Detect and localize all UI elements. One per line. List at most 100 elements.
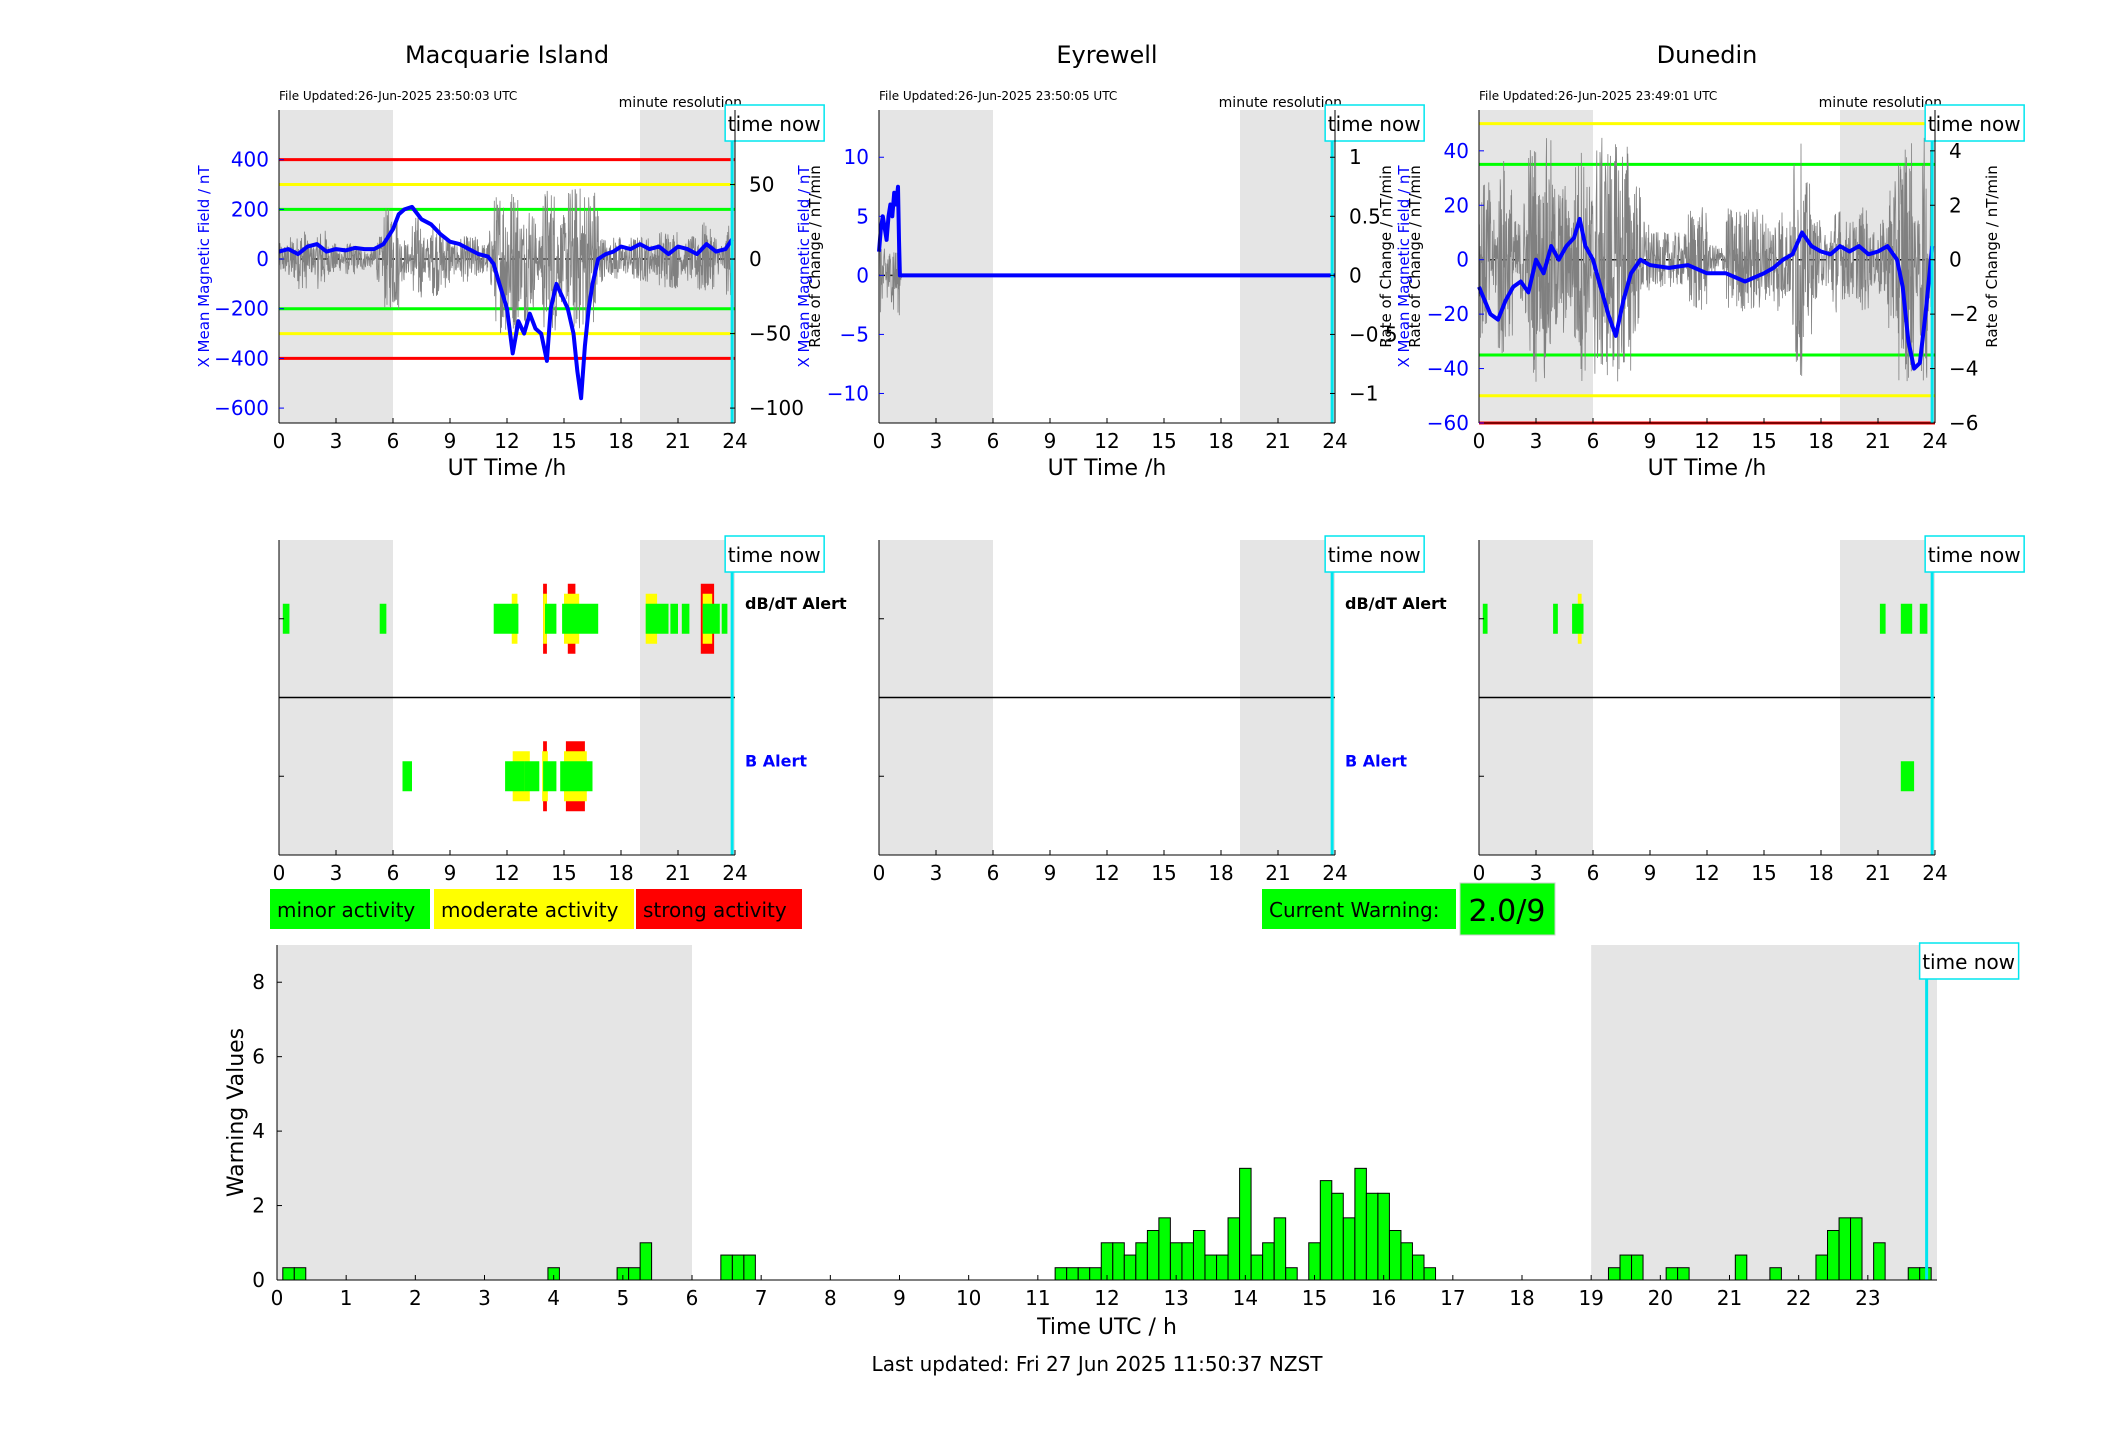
warning-bar (1850, 1217, 1863, 1281)
time-now-box (1924, 104, 2025, 142)
y-tick-label-right: 2 (1949, 193, 1962, 217)
alert-row-label: dB/dT Alert (745, 594, 847, 613)
alert-bar-minor (379, 603, 387, 634)
warning-bar (1123, 1254, 1137, 1281)
warning-bar (293, 1267, 307, 1281)
alert-bar-minor (543, 761, 557, 792)
time-now-box (1918, 942, 2020, 980)
x-tick-label: 18 (1509, 1286, 1534, 1310)
y-tick-label-left: −200 (214, 297, 269, 321)
time-now-label: time now (728, 112, 821, 136)
warning-bar (1423, 1267, 1437, 1281)
warning-bar (1365, 1192, 1379, 1281)
x-tick-label: 0 (1473, 861, 1486, 885)
x-tick-label: 9 (893, 1286, 906, 1310)
y-axis-label-right: Rate of Change / nT/min (806, 165, 824, 347)
warning-bar (1181, 1242, 1194, 1281)
alert-bar-minor (721, 603, 728, 634)
warning-bar (1158, 1217, 1171, 1281)
time-now-label: time now (1922, 950, 2015, 974)
warning-bar (1815, 1254, 1828, 1281)
x-tick-label: 12 (1694, 429, 1719, 453)
y-tick-label-right: 0 (1949, 248, 1962, 272)
warning-bar (1631, 1254, 1644, 1281)
current-warning: Current Warning: 2.0/9 (1262, 882, 1556, 936)
rate-of-change-trace (278, 188, 733, 334)
y-tick-label-right: −6 (1949, 411, 1978, 435)
alert-bar-minor (524, 761, 540, 792)
field-series-line (1477, 216, 1935, 371)
alert-bar-minor (282, 603, 290, 634)
y-tick-label: 8 (252, 970, 265, 994)
minute-resolution-label: minute resolution (619, 95, 742, 111)
warning-bar (1308, 1242, 1321, 1281)
file-updated-label: File Updated:26-Jun-2025 23:49:01 UTC (1479, 89, 1717, 103)
alert-row-label: B Alert (745, 751, 807, 770)
legend-swatch-minor (270, 889, 430, 929)
x-tick-label: 12 (494, 429, 519, 453)
warning-bar (1054, 1267, 1068, 1281)
alert-chart-2: time now 0 3 6 9 12 15 18 21 24 (1473, 535, 2025, 885)
line-chart-0: Macquarie Island File Updated:26-Jun-2025… (195, 41, 825, 481)
x-tick-label: 6 (686, 1286, 699, 1310)
y-tick-label-left: 20 (1444, 193, 1469, 217)
warning-bar (628, 1267, 641, 1281)
y-tick-label-right: −1 (1349, 381, 1378, 405)
night-band (879, 110, 993, 423)
y-tick-label-right: −4 (1949, 357, 1978, 381)
alert-bar-minor (1572, 603, 1584, 634)
y-tick-label-left: −40 (1427, 357, 1469, 381)
y-tick-label-left: −10 (827, 381, 869, 405)
y-tick-label: 4 (252, 1119, 265, 1143)
y-tick-label-right: 0.5 (1349, 204, 1381, 228)
x-tick-label: 3 (1530, 861, 1543, 885)
alert-bar-minor (1900, 761, 1915, 792)
field-series-line (877, 184, 1335, 278)
x-tick-label: 20 (1648, 1286, 1673, 1310)
warning-bar (1169, 1242, 1183, 1281)
y-tick-label-left: 10 (844, 145, 869, 169)
warning-bar (1907, 1267, 1921, 1281)
alert-bar-minor (560, 761, 593, 792)
warning-bar (1285, 1267, 1298, 1281)
y-axis-label-left: X Mean Magnetic Field / nT (195, 165, 213, 368)
x-tick-label: 6 (987, 429, 1000, 453)
time-now-label: time now (1328, 112, 1421, 136)
warning-bar (1354, 1167, 1367, 1281)
x-axis-label: UT Time /h (1648, 456, 1767, 481)
x-tick-label: 24 (1322, 429, 1347, 453)
warning-bar (1192, 1229, 1206, 1281)
x-tick-label: 9 (1644, 861, 1657, 885)
y-tick-label-right: 4 (1949, 139, 1962, 163)
x-tick-label: 9 (1644, 429, 1657, 453)
alert-chart-1: dB/dT Alert B Alert time now 0 3 6 9 12 15 18 21 24 (873, 535, 1447, 885)
x-tick-label: 10 (956, 1286, 981, 1310)
x-tick-label: 24 (1922, 861, 1947, 885)
warning-bar (1250, 1254, 1264, 1281)
x-axis-label: UT Time /h (1048, 456, 1167, 481)
warning-bar (1273, 1217, 1287, 1281)
alert-chart-0: dB/dT Alert B Alert time now 0 3 6 9 12 15 18 21 24 (273, 535, 847, 885)
alert-bar-minor (545, 603, 557, 634)
warning-bar (282, 1267, 295, 1281)
minute-resolution-label: minute resolution (1819, 95, 1942, 111)
x-tick-label: 21 (665, 429, 690, 453)
legend-label-moderate: moderate activity (441, 898, 619, 922)
warning-bar (1827, 1229, 1840, 1281)
alert-bar-minor (1919, 603, 1928, 634)
minute-resolution-label: minute resolution (1219, 95, 1342, 111)
warning-bar (1377, 1192, 1390, 1281)
field-series-line (278, 204, 734, 401)
alert-bar-minor (681, 603, 690, 634)
warning-bar (1204, 1254, 1217, 1281)
y-tick-label-left: −5 (840, 322, 869, 346)
warning-bar (1873, 1242, 1886, 1281)
alert-bar-minor (645, 603, 669, 634)
warning-bar (1216, 1254, 1229, 1281)
legend-label-strong: strong activity (643, 898, 787, 922)
x-tick-label: 17 (1440, 1286, 1465, 1310)
x-axis-label: UT Time /h (448, 456, 567, 481)
x-tick-label: 24 (1322, 861, 1347, 885)
x-tick-label: 15 (1151, 429, 1176, 453)
